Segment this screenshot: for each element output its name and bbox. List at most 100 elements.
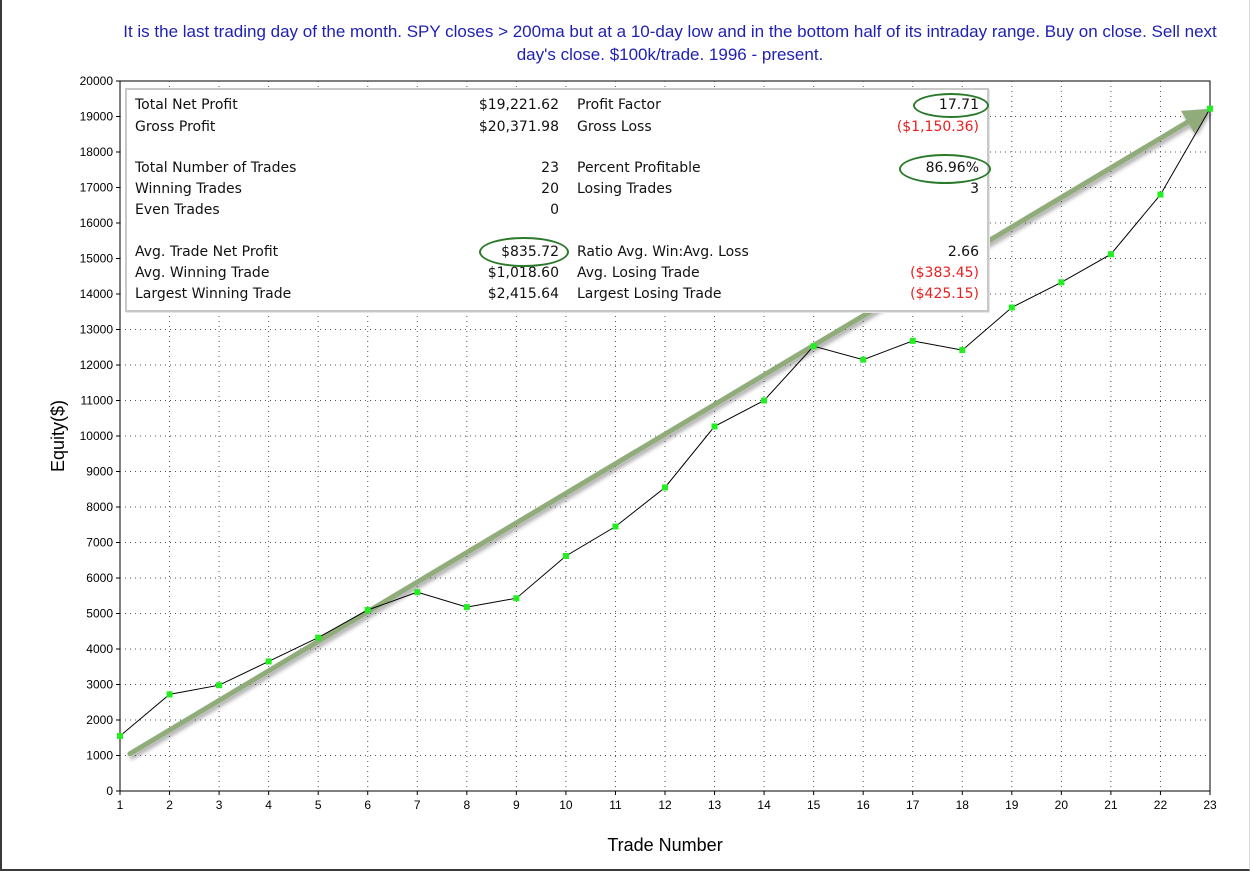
- highlight-ellipse-percent-profitable: [899, 154, 991, 184]
- stats-row: Total Net Profit $19,221.62 Profit Facto…: [127, 95, 987, 115]
- stat-value: ($1,150.36): [896, 119, 979, 135]
- y-tick-label: 6000: [86, 571, 113, 585]
- stats-row: Largest Winning Trade $2,415.64 Largest …: [127, 284, 987, 304]
- stats-row: Avg. Winning Trade $1,018.60 Avg. Losing…: [127, 263, 987, 283]
- y-tick-label: 15000: [80, 252, 114, 266]
- data-point: [1157, 191, 1164, 198]
- stat-value: 23: [541, 160, 559, 176]
- stat-value: 3: [970, 181, 979, 197]
- x-tick-label: 8: [463, 798, 470, 812]
- x-tick-label: 5: [315, 798, 322, 812]
- data-point: [810, 343, 817, 350]
- stat-value: $19,221.62: [478, 97, 559, 113]
- y-tick-label: 17000: [80, 181, 114, 195]
- data-point: [959, 347, 966, 354]
- data-point: [216, 682, 223, 689]
- data-point: [711, 423, 718, 430]
- stat-value: ($425.15): [910, 286, 979, 302]
- y-tick-label: 18000: [80, 145, 114, 159]
- x-tick-label: 1: [117, 798, 124, 812]
- x-tick-label: 3: [216, 798, 223, 812]
- x-tick-label: 4: [265, 798, 272, 812]
- y-tick-label: 4000: [86, 642, 113, 656]
- stat-label: Largest Winning Trade: [135, 286, 292, 302]
- x-tick-label: 6: [364, 798, 371, 812]
- stat-label: Profit Factor: [577, 97, 661, 113]
- x-tick-label: 18: [956, 798, 970, 812]
- stat-label: Ratio Avg. Win:Avg. Loss: [577, 244, 749, 260]
- x-tick-label: 19: [1005, 798, 1019, 812]
- stat-label: Percent Profitable: [577, 160, 701, 176]
- y-tick-label: 0: [106, 784, 113, 798]
- y-tick-label: 10000: [80, 429, 114, 443]
- y-tick-label: 8000: [86, 500, 113, 514]
- y-tick-label: 13000: [80, 323, 114, 337]
- stats-row: Total Number of Trades 23 Percent Profit…: [127, 158, 987, 178]
- stat-label: Gross Loss: [577, 119, 652, 135]
- highlight-ellipse-avg-trade: [479, 237, 569, 267]
- data-point: [1008, 304, 1015, 311]
- stat-label: Winning Trades: [135, 181, 242, 197]
- x-tick-label: 20: [1055, 798, 1069, 812]
- x-tick-label: 13: [708, 798, 722, 812]
- x-tick-label: 15: [807, 798, 821, 812]
- stat-value: 2.66: [947, 244, 979, 260]
- performance-stats-box: Total Net Profit $19,221.62 Profit Facto…: [125, 88, 991, 312]
- stat-label: Gross Profit: [135, 119, 216, 135]
- y-tick-label: 12000: [80, 358, 114, 372]
- stat-value: 20: [541, 181, 559, 197]
- stat-value: $20,371.98: [478, 119, 559, 135]
- y-tick-label: 9000: [86, 465, 113, 479]
- x-tick-label: 16: [857, 798, 871, 812]
- trend-arrow-shaft: [127, 119, 1191, 757]
- stat-label: Even Trades: [135, 202, 220, 218]
- stat-label: Total Net Profit: [135, 97, 238, 113]
- stats-row: Even Trades 0: [127, 200, 987, 220]
- y-tick-label: 7000: [86, 536, 113, 550]
- x-tick-label: 14: [757, 798, 771, 812]
- stats-row: Winning Trades 20 Losing Trades 3: [127, 179, 987, 199]
- trend-arrow: [127, 108, 1210, 757]
- x-axis-label: Trade Number: [607, 835, 722, 855]
- stats-row: Gross Profit $20,371.98 Gross Loss ($1,1…: [127, 117, 987, 137]
- x-tick-label: 11: [609, 798, 622, 812]
- y-tick-label: 2000: [86, 713, 113, 727]
- stat-value: $2,415.64: [487, 286, 559, 302]
- y-tick-label: 11000: [81, 394, 114, 408]
- y-tick-label: 19000: [80, 110, 114, 124]
- stat-value: 0: [550, 202, 559, 218]
- data-point: [1207, 105, 1213, 112]
- data-point: [463, 604, 470, 611]
- data-point: [315, 634, 322, 641]
- data-point: [513, 595, 520, 602]
- y-tick-label: 3000: [86, 678, 113, 692]
- data-point: [909, 337, 916, 344]
- data-point: [364, 606, 371, 613]
- data-point: [414, 589, 421, 596]
- y-tick-label: 14000: [80, 287, 114, 301]
- data-point: [117, 732, 123, 739]
- data-point: [761, 397, 768, 404]
- data-point: [265, 658, 272, 665]
- y-tick-label: 20000: [80, 74, 114, 88]
- data-point: [612, 523, 619, 530]
- x-tick-label: 9: [513, 798, 520, 812]
- x-tick-label: 22: [1154, 798, 1168, 812]
- stat-value: $1,018.60: [487, 265, 559, 281]
- chart-title: It is the last trading day of the month.…: [123, 22, 1217, 64]
- y-tick-label: 1000: [86, 749, 113, 763]
- data-point: [562, 552, 569, 559]
- data-point: [166, 691, 173, 698]
- x-tick-label: 21: [1104, 798, 1118, 812]
- trend-arrow-head: [1181, 108, 1210, 134]
- stat-label: Losing Trades: [577, 181, 673, 197]
- data-point: [1058, 279, 1065, 286]
- stat-value: ($383.45): [910, 265, 979, 281]
- data-point: [1107, 251, 1114, 258]
- x-tick-label: 23: [1203, 798, 1217, 812]
- y-tick-label: 16000: [80, 216, 114, 230]
- stat-label: Avg. Winning Trade: [135, 265, 270, 281]
- stat-label: Largest Losing Trade: [577, 286, 722, 302]
- stat-label: Total Number of Trades: [135, 160, 297, 176]
- x-tick-label: 12: [658, 798, 672, 812]
